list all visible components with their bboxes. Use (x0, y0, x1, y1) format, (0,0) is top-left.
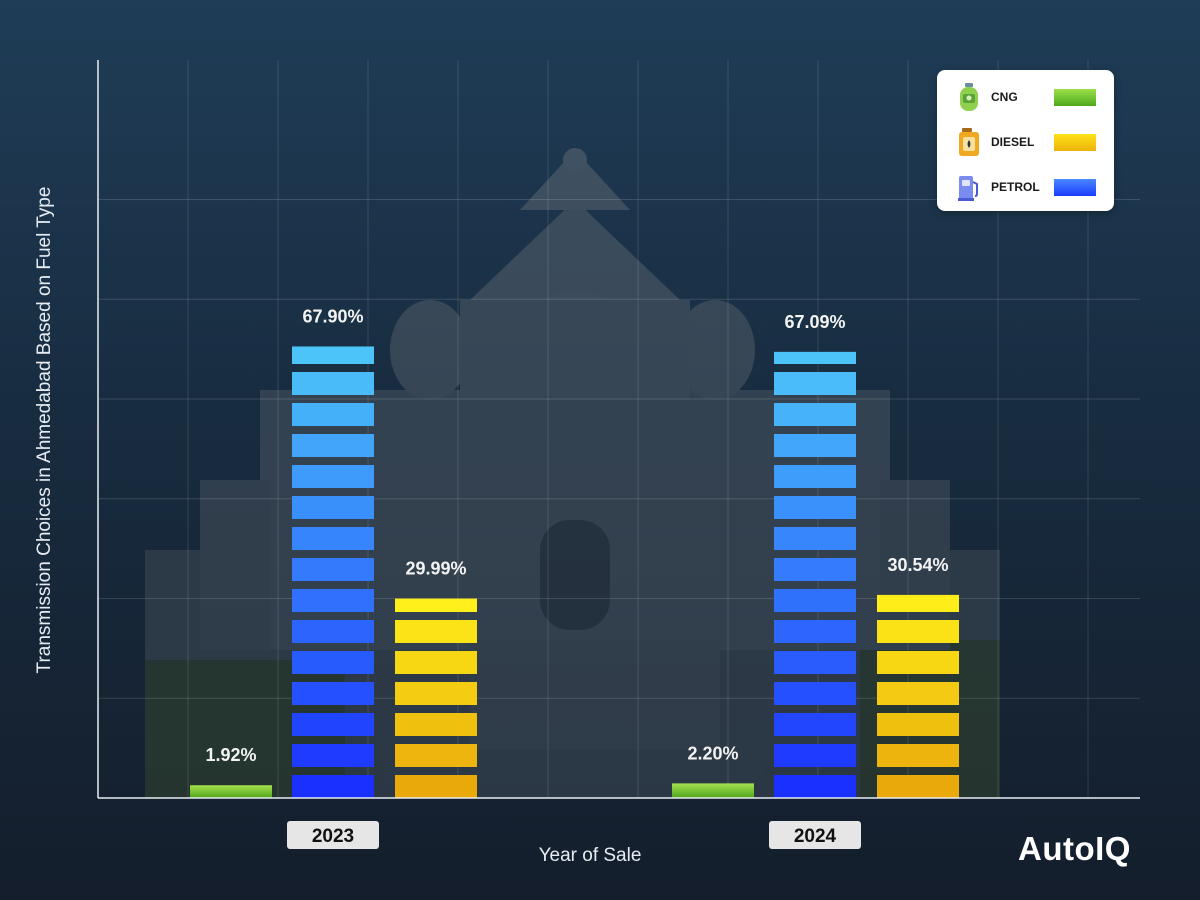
bar-segment (774, 651, 856, 674)
value-label-diesel-2023: 29.99% (405, 559, 466, 579)
legend-swatch-diesel (1054, 134, 1096, 151)
bar-segment (877, 775, 959, 798)
bar-segment (292, 403, 374, 426)
bar-segment (395, 775, 477, 798)
legend-swatch-cng (1054, 89, 1096, 106)
bar-segment (395, 744, 477, 767)
bar-segment (877, 620, 959, 643)
brand-logo: AutoIQ (1018, 830, 1131, 867)
bar-segment (774, 620, 856, 643)
value-label-cng-2023: 1.92% (205, 745, 256, 765)
legend-item-cng: CNG (937, 82, 1114, 112)
bar-segment (292, 744, 374, 767)
bar-diesel-2023 (395, 598, 477, 798)
bar-segment (774, 713, 856, 736)
bars-layer (190, 346, 959, 798)
bar-segment (672, 783, 754, 798)
bar-segment (774, 558, 856, 581)
bar-segment (774, 465, 856, 488)
legend: CNG DIESEL PETROL (937, 70, 1114, 211)
bar-segment (292, 682, 374, 705)
category-pill (769, 821, 861, 849)
bar-segment (292, 713, 374, 736)
bar-segment (877, 594, 959, 612)
bar-cng-2023 (190, 785, 272, 798)
bar-segment (395, 682, 477, 705)
bar-segment (774, 496, 856, 519)
background-temple-illustration (145, 148, 1000, 798)
cng-cylinder-icon (960, 83, 978, 111)
legend-swatch-petrol (1054, 179, 1096, 196)
value-label-cng-2024: 2.20% (687, 743, 738, 763)
bar-segment (292, 434, 374, 457)
bar-segment (292, 589, 374, 612)
bar-diesel-2024 (877, 594, 959, 798)
bar-segment (292, 372, 374, 395)
bar-segment (292, 620, 374, 643)
legend-label-cng: CNG (991, 90, 1018, 104)
value-label-petrol-2024: 67.09% (784, 312, 845, 332)
bar-segment (774, 744, 856, 767)
diesel-jerrycan-icon (959, 128, 979, 156)
category-text: 2024 (794, 826, 837, 847)
category-pill (287, 821, 379, 849)
bar-segment (774, 682, 856, 705)
bar-segment (292, 465, 374, 488)
bar-segment (292, 651, 374, 674)
category-label-2023: 2023 (287, 821, 379, 849)
category-label-2024: 2024 (769, 821, 861, 849)
bar-segment (395, 598, 477, 612)
value-label-petrol-2023: 67.90% (302, 306, 363, 326)
category-text: 2023 (312, 826, 354, 847)
legend-label-petrol: PETROL (991, 180, 1040, 194)
bar-segment (395, 620, 477, 643)
bar-segment (877, 651, 959, 674)
bar-segment (774, 351, 856, 364)
bar-segment (292, 527, 374, 550)
legend-item-petrol: PETROL (937, 172, 1114, 202)
bar-segment (395, 651, 477, 674)
value-labels-layer: 1.92% 2.20% 67.90% 67.09% 29.99% 30.54% (205, 306, 948, 765)
petrol-pump-icon (958, 176, 978, 201)
category-labels: 2023 2024 (287, 821, 861, 849)
bar-segment (877, 713, 959, 736)
bar-segment (190, 785, 272, 798)
bar-segment (877, 744, 959, 767)
bar-segment (774, 589, 856, 612)
bar-petrol-2024 (774, 351, 856, 798)
bar-segment (774, 403, 856, 426)
y-axis-title: Transmission Choices in Ahmedabad Based … (34, 186, 55, 674)
legend-label-diesel: DIESEL (991, 135, 1035, 149)
bar-cng-2024 (672, 783, 754, 798)
bar-segment (877, 682, 959, 705)
bar-segment (292, 558, 374, 581)
x-axis-title: Year of Sale (538, 845, 642, 866)
bar-segment (292, 346, 374, 364)
bar-segment (292, 775, 374, 798)
legend-item-diesel: DIESEL (937, 127, 1114, 157)
bar-segment (774, 372, 856, 395)
bar-segment (292, 496, 374, 519)
bar-segment (395, 713, 477, 736)
bar-segment (774, 434, 856, 457)
bar-segment (774, 527, 856, 550)
bar-petrol-2023 (292, 346, 374, 798)
value-label-diesel-2024: 30.54% (887, 555, 948, 575)
bar-segment (774, 775, 856, 798)
